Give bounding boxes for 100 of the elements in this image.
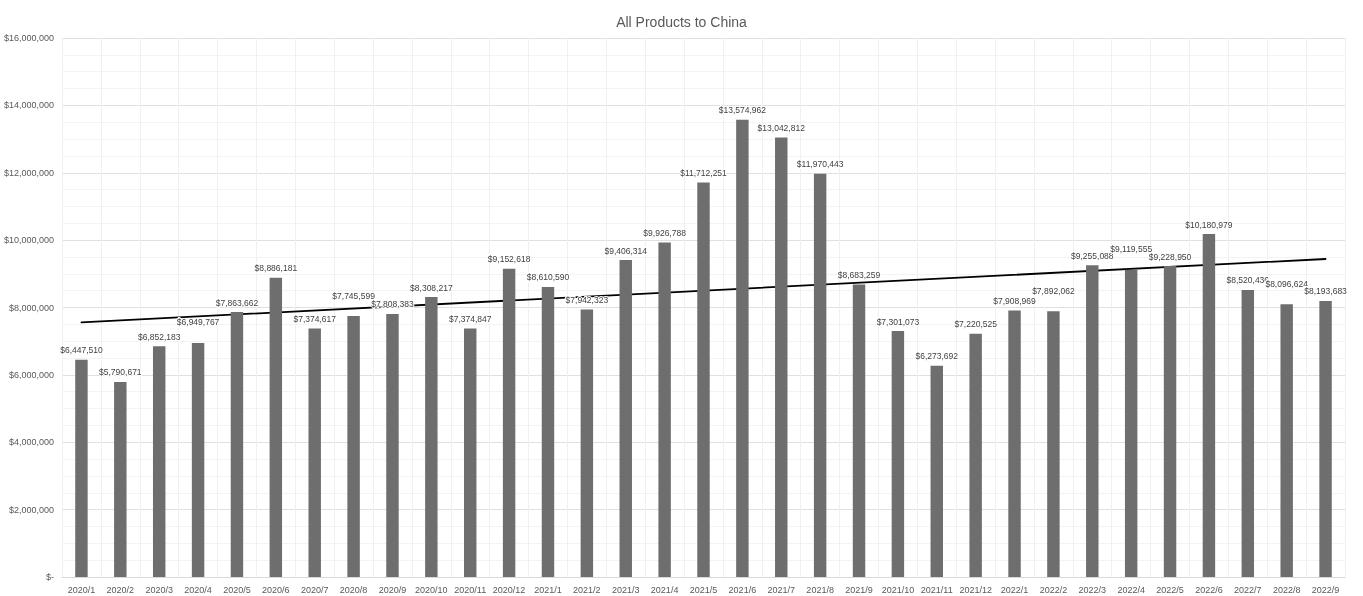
x-tick-label: 2022/5 bbox=[1156, 584, 1184, 595]
data-label: $13,042,812 bbox=[757, 123, 806, 134]
bar bbox=[1124, 269, 1138, 577]
x-tick-label: 2020/6 bbox=[262, 584, 290, 595]
bar bbox=[1280, 304, 1293, 577]
data-label: $6,949,767 bbox=[176, 317, 220, 328]
x-tick-label: 2021/10 bbox=[881, 584, 915, 595]
x-tick-label: 2022/8 bbox=[1272, 584, 1301, 595]
x-tick-label: 2021/2 bbox=[573, 584, 601, 595]
x-tick-label: 2021/6 bbox=[728, 584, 757, 595]
bar bbox=[114, 381, 127, 577]
x-tick-label: 2020/5 bbox=[223, 584, 251, 595]
bar bbox=[191, 342, 205, 577]
bar bbox=[697, 182, 710, 577]
bar bbox=[464, 328, 477, 577]
data-label: $8,308,217 bbox=[410, 282, 453, 293]
y-tick-label: $8,000,000 bbox=[8, 302, 54, 313]
bar bbox=[269, 277, 283, 577]
data-label: $6,447,510 bbox=[60, 345, 103, 356]
y-tick-label: $10,000,000 bbox=[3, 235, 54, 246]
bar bbox=[386, 313, 399, 577]
data-label: $11,970,443 bbox=[796, 159, 844, 170]
data-label: $10,180,979 bbox=[1185, 219, 1233, 230]
bar bbox=[1319, 300, 1332, 577]
x-tick-label: 2020/4 bbox=[184, 584, 212, 595]
data-label: $8,610,590 bbox=[526, 272, 570, 283]
x-tick-label: 2020/1 bbox=[67, 584, 96, 595]
data-label: $7,908,969 bbox=[993, 296, 1037, 307]
bar bbox=[502, 268, 516, 577]
x-tick-label: 2020/3 bbox=[145, 584, 173, 595]
data-label: $13,574,962 bbox=[718, 105, 767, 116]
data-label: $9,926,788 bbox=[643, 228, 687, 239]
bar bbox=[813, 173, 827, 577]
x-tick-label: 2022/2 bbox=[1039, 584, 1068, 595]
x-tick-label: 2020/10 bbox=[415, 584, 448, 595]
bar bbox=[775, 137, 788, 577]
bar bbox=[230, 312, 244, 577]
y-tick-label: $14,000,000 bbox=[3, 100, 54, 111]
bar bbox=[541, 286, 555, 577]
data-label: $9,406,314 bbox=[604, 245, 648, 256]
data-label: $5,790,671 bbox=[99, 367, 142, 378]
data-label: $9,152,618 bbox=[487, 254, 531, 265]
data-label: $8,193,683 bbox=[1304, 286, 1348, 297]
chart-title: All Products to China bbox=[616, 14, 748, 30]
data-label: $7,374,617 bbox=[293, 314, 337, 325]
y-tick-label: $16,000,000 bbox=[3, 33, 54, 43]
bar bbox=[891, 331, 905, 577]
bar bbox=[152, 346, 166, 577]
data-label: $11,712,251 bbox=[680, 167, 728, 178]
bar bbox=[425, 297, 438, 577]
x-tick-label: 2021/11 bbox=[920, 584, 953, 595]
x-tick-label: 2021/5 bbox=[689, 584, 718, 595]
bar bbox=[852, 284, 866, 577]
y-tick-label: $4,000,000 bbox=[8, 437, 54, 448]
x-tick-label: 2020/9 bbox=[378, 584, 407, 595]
x-tick-label: 2020/11 bbox=[454, 584, 487, 595]
x-tick-label: 2022/7 bbox=[1234, 584, 1262, 595]
data-label: $8,683,259 bbox=[837, 269, 881, 280]
x-tick-label: 2020/12 bbox=[492, 584, 526, 595]
data-label: $7,220,525 bbox=[954, 319, 998, 330]
x-tick-label: 2020/2 bbox=[106, 584, 135, 595]
data-label: $6,852,183 bbox=[137, 331, 181, 342]
data-label: $8,886,181 bbox=[254, 263, 298, 274]
x-tick-label: 2021/1 bbox=[534, 584, 562, 595]
data-label: $7,892,062 bbox=[1032, 285, 1075, 296]
x-tick-label: 2021/4 bbox=[650, 584, 679, 595]
y-tick-label: $6,000,000 bbox=[8, 369, 54, 380]
data-label: $6,273,692 bbox=[915, 351, 959, 362]
x-tick-label: 2021/7 bbox=[767, 584, 796, 595]
bar bbox=[1086, 265, 1099, 577]
bar bbox=[658, 242, 671, 577]
data-label: $7,374,847 bbox=[448, 314, 492, 325]
data-label: $9,228,950 bbox=[1148, 251, 1192, 262]
x-tick-label: 2022/9 bbox=[1311, 584, 1340, 595]
x-tick-label: 2020/7 bbox=[300, 584, 329, 595]
bar bbox=[736, 119, 749, 577]
bar bbox=[1241, 289, 1255, 577]
bar bbox=[619, 260, 632, 577]
bar bbox=[308, 328, 321, 577]
bar bbox=[347, 316, 360, 577]
data-label: $7,301,073 bbox=[876, 316, 920, 327]
x-tick-label: 2021/3 bbox=[611, 584, 640, 595]
bar bbox=[1163, 266, 1177, 577]
y-tick-label: $12,000,000 bbox=[3, 167, 54, 178]
x-tick-label: 2022/3 bbox=[1078, 584, 1107, 595]
x-tick-label: 2022/1 bbox=[1000, 584, 1029, 595]
bar bbox=[930, 365, 943, 577]
y-tick-label: $- bbox=[45, 572, 54, 582]
bar bbox=[969, 333, 982, 577]
data-label: $7,942,323 bbox=[565, 294, 609, 305]
y-tick-label: $2,000,000 bbox=[8, 504, 54, 515]
x-tick-label: 2022/4 bbox=[1117, 584, 1145, 595]
bar bbox=[75, 359, 88, 577]
x-tick-label: 2022/6 bbox=[1195, 584, 1223, 595]
bar bbox=[580, 309, 594, 577]
x-tick-label: 2020/8 bbox=[339, 584, 368, 595]
bar bbox=[1202, 234, 1216, 577]
bar bbox=[1047, 311, 1060, 577]
data-label: $7,863,662 bbox=[215, 297, 259, 308]
x-tick-label: 2021/9 bbox=[845, 584, 873, 595]
